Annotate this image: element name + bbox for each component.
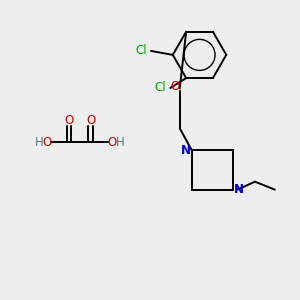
Text: Cl: Cl: [154, 82, 166, 94]
Text: O: O: [42, 136, 52, 148]
Text: O: O: [86, 114, 95, 127]
Text: H: H: [35, 136, 44, 148]
Text: H: H: [116, 136, 125, 148]
Text: O: O: [64, 114, 74, 127]
Text: N: N: [181, 143, 191, 157]
Text: Cl: Cl: [135, 44, 147, 57]
Text: N: N: [234, 183, 244, 196]
Text: O: O: [170, 80, 179, 93]
Text: O: O: [108, 136, 117, 148]
